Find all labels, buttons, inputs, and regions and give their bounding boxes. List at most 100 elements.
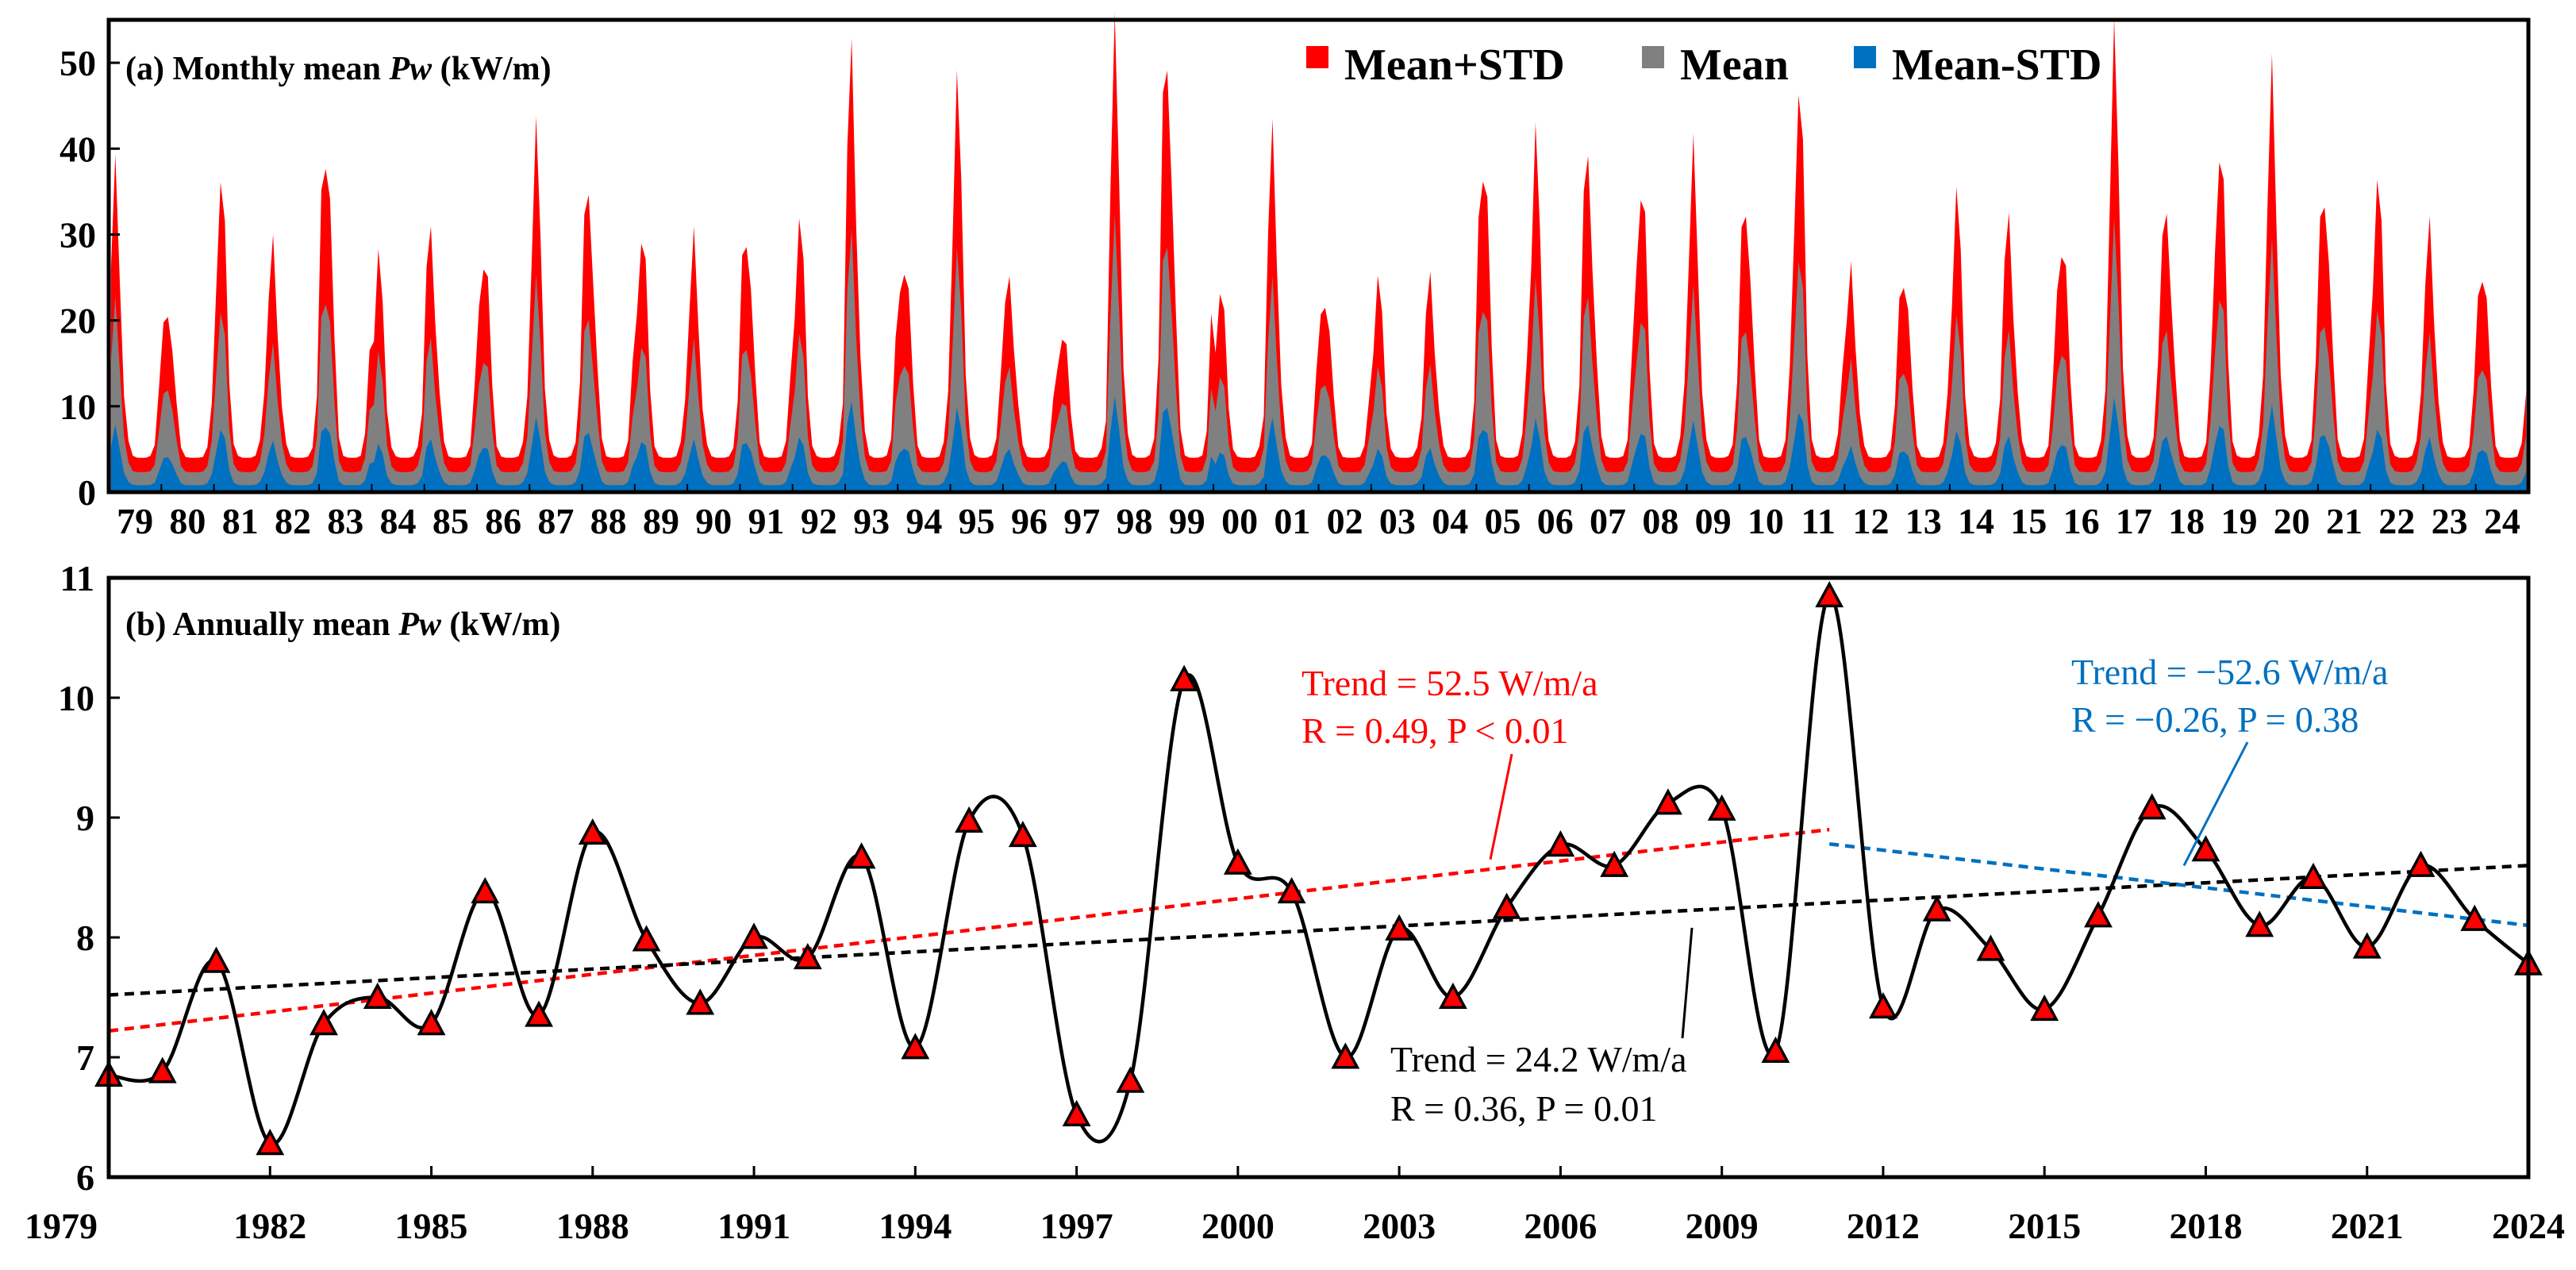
data-point-marker [847, 842, 876, 869]
annual-mean-markers [94, 580, 2543, 1156]
x-tick-label: 90 [695, 501, 732, 541]
y-tick-label: 0 [78, 472, 96, 513]
x-tick-label: 23 [2432, 501, 2468, 541]
data-point-marker [256, 1129, 285, 1156]
x-tick-label: 83 [327, 501, 363, 541]
legend-label-mean-plus-std: Mean+STD [1344, 40, 1565, 90]
x-tick-label: 2024 [2492, 1206, 2565, 1246]
data-point-marker [793, 942, 822, 970]
red-trend-leader [1489, 753, 1513, 860]
x-tick-label: 02 [1327, 501, 1363, 541]
data-point-marker [417, 1009, 446, 1036]
data-point-marker [2191, 835, 2220, 862]
x-tick-label: 11 [1801, 501, 1835, 541]
data-point-marker [1600, 850, 1629, 877]
data-point-marker [525, 1000, 553, 1027]
x-tick-label: 2003 [1363, 1206, 1436, 1246]
x-tick-label: 85 [433, 501, 469, 541]
x-tick-label: 03 [1379, 501, 1416, 541]
x-tick-label: 22 [2378, 501, 2415, 541]
data-point-marker [686, 988, 715, 1015]
trend-leader-lines [1489, 741, 2249, 1039]
y-tick-label: 30 [60, 214, 96, 255]
area-mean-minus-std [110, 396, 2527, 492]
trend-line-red [108, 827, 1830, 1033]
black-trend-stats: R = 0.36, P = 0.01 [1390, 1088, 1657, 1129]
x-tick-label: 86 [485, 501, 521, 541]
panel-b: 6 7 8 9 10 11 1979 1982 1985 1988 1991 1994 1997 200… [25, 558, 2565, 1246]
data-point-marker [1385, 914, 1414, 941]
x-tick-label: 06 [1537, 501, 1574, 541]
data-point-marker [1008, 820, 1037, 848]
data-point-marker [632, 925, 661, 952]
x-tick-label: 19 [2220, 501, 2257, 541]
x-tick-label: 04 [1432, 501, 1468, 541]
x-tick-label: 10 [1747, 501, 1784, 541]
data-point-marker [1062, 1099, 1091, 1126]
legend-swatch-mean-minus-std [1854, 46, 1876, 68]
legend-label-mean-minus-std: Mean-STD [1892, 40, 2101, 90]
x-tick-label: 93 [853, 501, 890, 541]
data-point-marker [1116, 1066, 1145, 1093]
legend-swatch-mean-plus-std [1306, 46, 1328, 68]
x-tick-label: 15 [2010, 501, 2047, 541]
y-tick-label: 11 [60, 558, 94, 598]
data-point-marker [1653, 788, 1682, 815]
x-tick-label: 91 [748, 501, 785, 541]
x-tick-label: 01 [1274, 501, 1310, 541]
data-point-marker [471, 876, 500, 904]
data-point-marker [310, 1009, 338, 1036]
x-tick-label: 21 [2326, 501, 2363, 541]
red-trend-label: Trend = 52.5 W/m/a [1301, 663, 1598, 703]
data-point-marker [1331, 1042, 1360, 1069]
x-tick-label: 97 [1063, 501, 1100, 541]
black-trend-label: Trend = 24.2 W/m/a [1390, 1039, 1687, 1080]
data-point-marker [1922, 895, 1951, 922]
data-point-marker [1815, 580, 1844, 608]
x-tick-label: 2009 [1686, 1206, 1759, 1246]
panel-a-areas [110, 13, 2527, 492]
data-point-marker [1223, 848, 1252, 875]
x-tick-label: 1979 [25, 1206, 98, 1246]
data-point-marker [2352, 932, 2382, 959]
x-tick-label: 09 [1695, 501, 1732, 541]
x-tick-label: 79 [117, 501, 153, 541]
data-point-marker [2137, 793, 2167, 820]
data-point-marker [1277, 876, 1306, 904]
x-tick-label: 84 [380, 501, 417, 541]
data-point-marker [740, 922, 769, 949]
data-point-marker [901, 1033, 930, 1060]
x-tick-label: 20 [2274, 501, 2310, 541]
data-point-marker [2299, 862, 2328, 889]
x-tick-label: 99 [1169, 501, 1205, 541]
x-tick-label: 1988 [556, 1206, 629, 1246]
x-tick-label: 2000 [1201, 1206, 1275, 1246]
panel-b-title: (b) Annually mean Pw (kW/m) [125, 606, 560, 643]
x-tick-label: 17 [2116, 501, 2152, 541]
x-tick-label: 98 [1117, 501, 1153, 541]
data-point-marker [578, 818, 607, 845]
data-point-marker [955, 806, 984, 833]
data-point-marker [363, 982, 392, 1009]
x-tick-label: 1982 [233, 1206, 306, 1246]
x-tick-label: 07 [1590, 501, 1626, 541]
blue-trend-stats: R = −0.26, P = 0.38 [2071, 699, 2359, 740]
data-point-marker [1761, 1036, 1790, 1063]
x-tick-label: 96 [1011, 501, 1048, 541]
panel-b-trend-lines [108, 827, 2529, 1033]
x-tick-label: 2015 [2008, 1206, 2081, 1246]
legend-label-mean: Mean [1680, 40, 1789, 90]
data-point-marker [2406, 850, 2436, 877]
trend-annotations: Trend = 52.5 W/m/a R = 0.49, P < 0.01 Tr… [1301, 652, 2388, 1129]
x-tick-label: 82 [275, 501, 311, 541]
blue-trend-leader [2182, 741, 2249, 867]
x-tick-label: 16 [2063, 501, 2100, 541]
x-tick-label: 1997 [1040, 1206, 1113, 1246]
x-tick-label: 88 [590, 501, 627, 541]
data-point-marker [2030, 994, 2059, 1022]
y-tick-label: 8 [76, 918, 94, 958]
x-tick-label: 2018 [2169, 1206, 2242, 1246]
data-point-marker [1868, 991, 1897, 1019]
